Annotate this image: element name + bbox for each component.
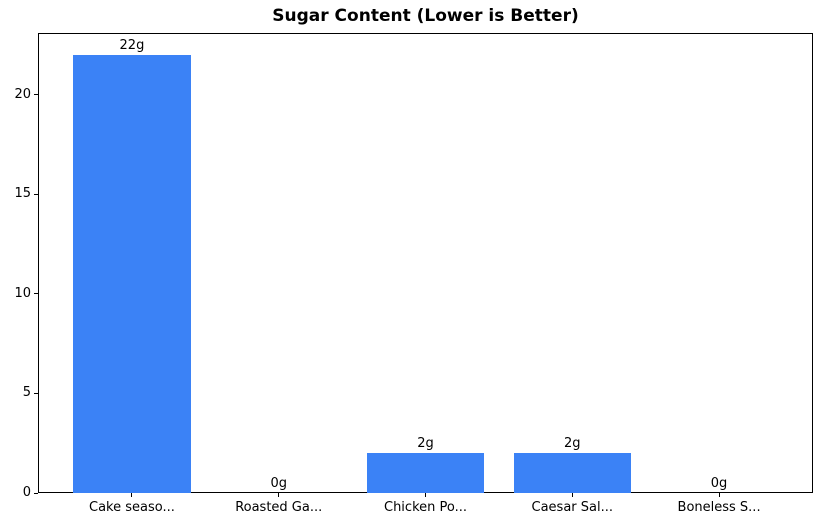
bar-value-label: 0g [270, 476, 287, 491]
y-axis-tick-mark [34, 94, 38, 96]
x-axis-tick-mark [425, 493, 426, 497]
y-axis-tick-mark [34, 492, 38, 494]
x-axis-tick-label: Boneless S... [677, 500, 761, 515]
x-axis-tick-label: Cake seaso... [89, 500, 175, 515]
bar [513, 453, 631, 493]
x-axis-tick-label: Chicken Po... [383, 500, 468, 515]
y-axis-tick-label: 5 [22, 385, 31, 401]
y-axis-tick-mark [34, 293, 38, 295]
bar [73, 54, 191, 493]
x-axis-tick-mark [131, 493, 133, 497]
x-axis-tick-mark [278, 493, 280, 497]
y-axis-tick-label: 10 [14, 285, 31, 301]
bar-value-label: 0g [710, 476, 728, 491]
bar-value-label: 2g [564, 436, 581, 452]
y-axis-tick-label: 0 [22, 485, 31, 500]
y-axis-tick-mark [34, 193, 38, 195]
x-axis-tick-label: Roasted Ga... [235, 500, 323, 515]
x-axis-tick-mark [571, 493, 573, 497]
chart-title: Sugar Content (Lower is Better) [272, 6, 579, 26]
bar [366, 453, 485, 493]
y-axis-tick-mark [34, 392, 38, 394]
x-axis-tick-label: Caesar Sal... [531, 500, 614, 515]
y-axis-tick-label: 15 [14, 186, 31, 202]
bar-value-label: 2g [417, 436, 434, 452]
y-axis-tick-label: 20 [14, 86, 31, 102]
x-axis-tick-mark [718, 493, 720, 497]
bar-value-label: 22g [119, 37, 145, 53]
